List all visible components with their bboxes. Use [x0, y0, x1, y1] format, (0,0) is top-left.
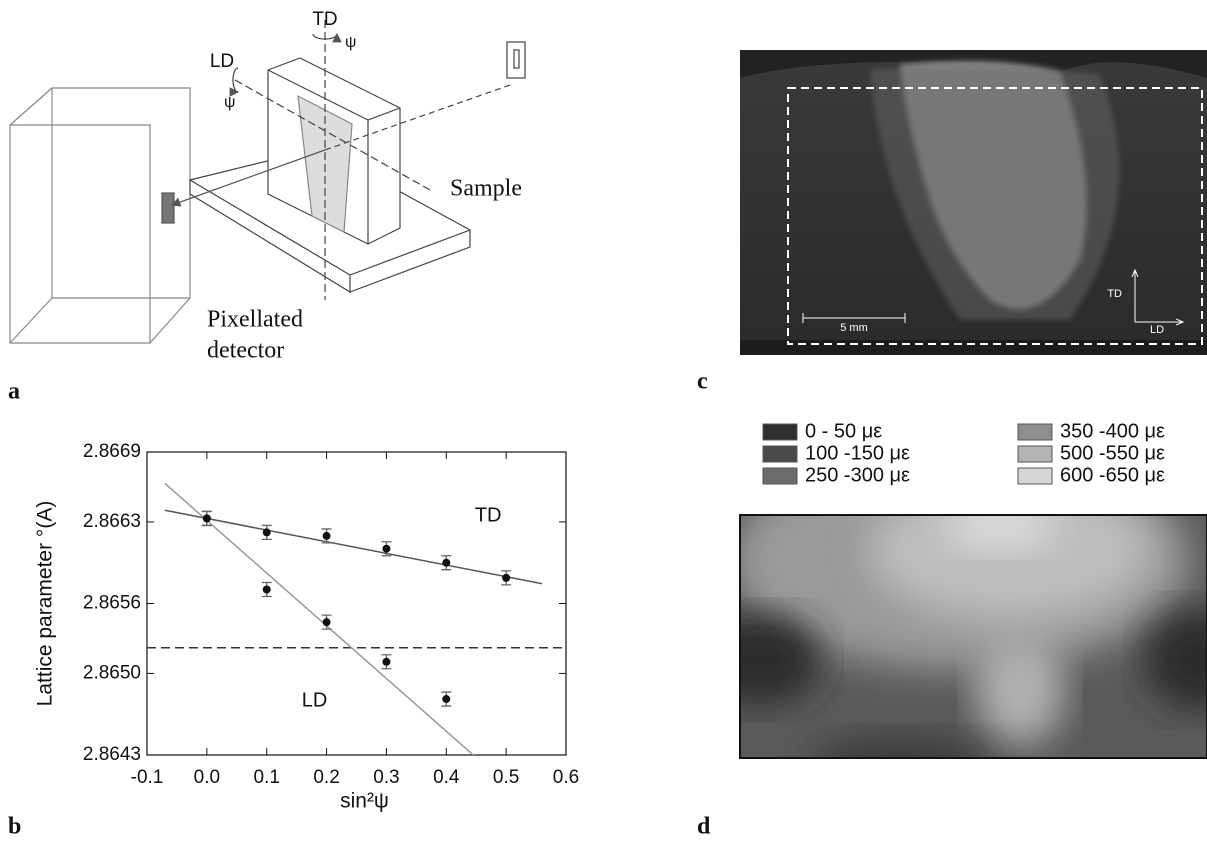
diffracted-beam	[170, 149, 326, 207]
map-frame	[739, 514, 1207, 759]
data-point	[442, 695, 451, 704]
y-tick-label: 2.8650	[83, 662, 141, 683]
label-ld: LD	[210, 51, 234, 72]
legend-swatch	[762, 423, 798, 441]
plot-area	[147, 482, 566, 755]
label-sample: Sample	[450, 176, 522, 202]
data-point	[262, 585, 271, 594]
detector-spot	[161, 192, 175, 224]
photo-bottom	[740, 340, 1207, 355]
x-tick-label: 0.6	[553, 767, 579, 788]
fit-line	[164, 509, 543, 585]
x-axis-label: sin²ψ	[340, 790, 389, 813]
label-detector: detector	[207, 338, 284, 364]
data-point	[322, 618, 331, 627]
panel-label: c	[697, 369, 708, 395]
chart: 2.8643 2.8650 2.8656 2.8663 2.8669 -0.1 0.0 0.1…	[34, 441, 580, 813]
contour	[870, 515, 1150, 620]
contour	[812, 735, 988, 758]
legend-swatch	[1017, 467, 1053, 485]
panel-c-photo	[740, 50, 1207, 355]
y-tick-label: 2.8656	[83, 593, 141, 614]
haz-zone	[870, 66, 1120, 320]
x-tick-label: 0.1	[254, 767, 280, 788]
data-point	[502, 573, 511, 582]
incident-beam	[324, 84, 511, 151]
label-detector: Pixellated	[207, 307, 303, 333]
td-label: TD	[1107, 288, 1122, 300]
panel-label: b	[8, 814, 21, 840]
ld-axis	[234, 79, 431, 191]
x-tick-label: 0.3	[373, 767, 399, 788]
series-label: LD	[302, 690, 328, 712]
panel-label: d	[697, 814, 711, 840]
contour	[975, 635, 1065, 745]
x-tick-label: -0.1	[131, 767, 164, 788]
label-psi: ψ	[224, 94, 235, 111]
data-point	[262, 528, 271, 537]
plot-frame	[146, 451, 567, 756]
data-point	[442, 558, 451, 567]
fit-line	[164, 482, 475, 755]
ld-label: LD	[1150, 324, 1164, 336]
rotation-arrow-td	[312, 32, 342, 43]
data-point	[322, 531, 331, 540]
y-axis-label: Lattice parameter °(A)	[34, 501, 57, 707]
photo-top	[740, 50, 1207, 78]
legend-swatch	[762, 445, 798, 463]
x-tick-label: 0.2	[313, 767, 339, 788]
y-tick-label: 2.8663	[83, 511, 141, 532]
legend-label: 350 -400 με	[1060, 420, 1165, 442]
y-tick-label: 2.8643	[83, 744, 141, 765]
slit	[506, 41, 526, 79]
rotation-arrow-ld	[229, 67, 240, 97]
contour-fill	[740, 515, 1207, 758]
detector-box	[9, 87, 191, 344]
slit-opening	[513, 49, 520, 69]
series-label: TD	[475, 504, 502, 526]
data-point	[202, 514, 211, 523]
legend-label: 600 -650 με	[1060, 464, 1165, 486]
x-tick-label: 0.0	[194, 767, 220, 788]
legend-label: 0 - 50 με	[805, 420, 882, 442]
panel-d-map	[739, 514, 1207, 759]
contour	[945, 515, 1055, 550]
legend-swatch	[762, 467, 798, 485]
legend-label: 100 -150 με	[805, 442, 910, 464]
scale-label: 5 mm	[840, 322, 868, 334]
label-td: TD	[312, 9, 337, 30]
panel-label: a	[8, 379, 20, 405]
x-tick-label: 0.5	[493, 767, 519, 788]
panel-a-diagram	[9, 20, 526, 344]
label-psi: ψ	[345, 34, 356, 51]
contour	[740, 615, 820, 705]
data-point	[382, 544, 391, 553]
contour	[1145, 610, 1207, 710]
legend-swatch	[1017, 423, 1053, 441]
legend-swatch	[1017, 445, 1053, 463]
x-tick-label: 0.4	[433, 767, 460, 788]
data-point	[382, 657, 391, 666]
measurement-region	[787, 87, 1203, 345]
legend-label: 250 -300 με	[805, 464, 910, 486]
y-tick-label: 2.8669	[83, 441, 141, 462]
legend-label: 500 -550 με	[1060, 442, 1165, 464]
